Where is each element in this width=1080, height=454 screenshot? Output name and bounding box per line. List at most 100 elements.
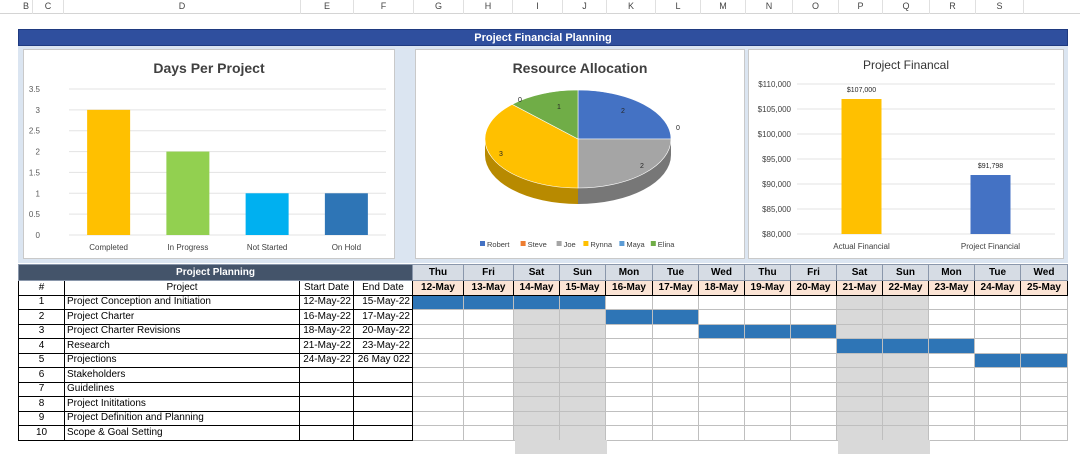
gantt-cell[interactable] — [882, 367, 929, 383]
column-letter-p[interactable]: P — [839, 0, 883, 14]
date-header[interactable]: 24-May — [974, 280, 1021, 296]
gantt-cell[interactable] — [836, 367, 883, 383]
gantt-cell[interactable] — [652, 352, 699, 368]
cell-end[interactable] — [353, 396, 413, 412]
gantt-cell[interactable] — [836, 381, 883, 397]
gantt-cell[interactable] — [974, 367, 1021, 383]
table-row[interactable]: 2 Project Charter 16-May-22 17-May-22 — [18, 309, 1068, 325]
table-row[interactable]: 10 Scope & Goal Setting — [18, 425, 1068, 441]
column-letter-l[interactable]: L — [656, 0, 701, 14]
cell-end[interactable]: 20-May-22 — [353, 323, 413, 339]
gantt-cell[interactable] — [605, 396, 653, 412]
cell-start[interactable]: 24-May-22 — [299, 352, 354, 368]
day-header[interactable]: Tue — [974, 264, 1021, 281]
gantt-cell[interactable] — [882, 425, 929, 441]
gantt-cell[interactable] — [652, 294, 699, 310]
gantt-cell[interactable] — [559, 410, 606, 426]
cell-num[interactable]: 2 — [18, 309, 65, 325]
gantt-cell[interactable] — [882, 294, 929, 310]
gantt-cell[interactable] — [928, 294, 975, 310]
table-row[interactable]: 6 Stakeholders — [18, 367, 1068, 383]
gantt-cell[interactable] — [974, 323, 1021, 339]
cell-project[interactable]: Scope & Goal Setting — [64, 425, 300, 441]
cell-num[interactable]: 10 — [18, 425, 65, 441]
gantt-cell[interactable] — [698, 309, 745, 325]
gantt-bar-cell[interactable] — [882, 338, 929, 354]
date-header[interactable]: 16-May — [605, 280, 653, 296]
gantt-cell[interactable] — [1020, 381, 1068, 397]
date-header[interactable]: 21-May — [836, 280, 883, 296]
gantt-cell[interactable] — [605, 323, 653, 339]
gantt-bar-cell[interactable] — [928, 338, 975, 354]
gantt-cell[interactable] — [463, 323, 514, 339]
header-project[interactable]: Project — [64, 280, 300, 296]
gantt-bar-cell[interactable] — [790, 323, 837, 339]
gantt-cell[interactable] — [974, 410, 1021, 426]
gantt-cell[interactable] — [559, 381, 606, 397]
gantt-cell[interactable] — [1020, 309, 1068, 325]
gantt-cell[interactable] — [559, 425, 606, 441]
table-row[interactable]: 9 Project Definition and Planning — [18, 410, 1068, 426]
gantt-cell[interactable] — [790, 309, 837, 325]
cell-project[interactable]: Research — [64, 338, 300, 354]
gantt-bar-cell[interactable] — [559, 294, 606, 310]
date-header[interactable]: 14-May — [513, 280, 560, 296]
gantt-bar-cell[interactable] — [463, 294, 514, 310]
gantt-cell[interactable] — [412, 352, 464, 368]
cell-num[interactable]: 9 — [18, 410, 65, 426]
gantt-cell[interactable] — [790, 352, 837, 368]
gantt-cell[interactable] — [559, 367, 606, 383]
gantt-cell[interactable] — [605, 381, 653, 397]
date-header[interactable]: 18-May — [698, 280, 745, 296]
gantt-cell[interactable] — [974, 294, 1021, 310]
gantt-cell[interactable] — [412, 309, 464, 325]
column-letter-f[interactable]: F — [354, 0, 414, 14]
gantt-cell[interactable] — [463, 410, 514, 426]
cell-project[interactable]: Project Inititations — [64, 396, 300, 412]
gantt-cell[interactable] — [698, 381, 745, 397]
day-header[interactable]: Sun — [882, 264, 929, 281]
cell-project[interactable]: Projections — [64, 352, 300, 368]
date-header[interactable]: 17-May — [652, 280, 699, 296]
gantt-cell[interactable] — [463, 338, 514, 354]
gantt-cell[interactable] — [605, 425, 653, 441]
gantt-cell[interactable] — [744, 352, 791, 368]
gantt-cell[interactable] — [790, 381, 837, 397]
gantt-cell[interactable] — [463, 367, 514, 383]
table-row[interactable]: 8 Project Inititations — [18, 396, 1068, 412]
table-row[interactable]: 4 Research 21-May-22 23-May-22 — [18, 338, 1068, 354]
column-letter-j[interactable]: J — [563, 0, 607, 14]
cell-num[interactable]: 1 — [18, 294, 65, 310]
gantt-cell[interactable] — [698, 425, 745, 441]
date-header[interactable]: 25-May — [1020, 280, 1068, 296]
gantt-cell[interactable] — [559, 396, 606, 412]
gantt-cell[interactable] — [882, 309, 929, 325]
date-header[interactable]: 23-May — [928, 280, 975, 296]
cell-num[interactable]: 3 — [18, 323, 65, 339]
gantt-bar-cell[interactable] — [836, 338, 883, 354]
day-header[interactable]: Sat — [513, 264, 560, 281]
gantt-cell[interactable] — [605, 352, 653, 368]
gantt-cell[interactable] — [463, 352, 514, 368]
column-letter-g[interactable]: G — [414, 0, 464, 14]
gantt-bar-cell[interactable] — [744, 323, 791, 339]
gantt-bar-cell[interactable] — [412, 294, 464, 310]
column-letter-d[interactable]: D — [64, 0, 301, 14]
cell-start[interactable] — [299, 396, 354, 412]
cell-end[interactable]: 17-May-22 — [353, 309, 413, 325]
column-letter-r[interactable]: R — [930, 0, 976, 14]
gantt-cell[interactable] — [652, 381, 699, 397]
header-end[interactable]: End Date — [353, 280, 413, 296]
gantt-cell[interactable] — [744, 410, 791, 426]
cell-start[interactable]: 16-May-22 — [299, 309, 354, 325]
gantt-cell[interactable] — [928, 352, 975, 368]
table-row[interactable]: 5 Projections 24-May-22 26 May 022 — [18, 352, 1068, 368]
gantt-cell[interactable] — [412, 323, 464, 339]
date-header[interactable]: 22-May — [882, 280, 929, 296]
gantt-cell[interactable] — [974, 381, 1021, 397]
day-header[interactable]: Sat — [836, 264, 883, 281]
gantt-cell[interactable] — [698, 294, 745, 310]
cell-num[interactable]: 5 — [18, 352, 65, 368]
gantt-cell[interactable] — [882, 410, 929, 426]
gantt-cell[interactable] — [928, 381, 975, 397]
